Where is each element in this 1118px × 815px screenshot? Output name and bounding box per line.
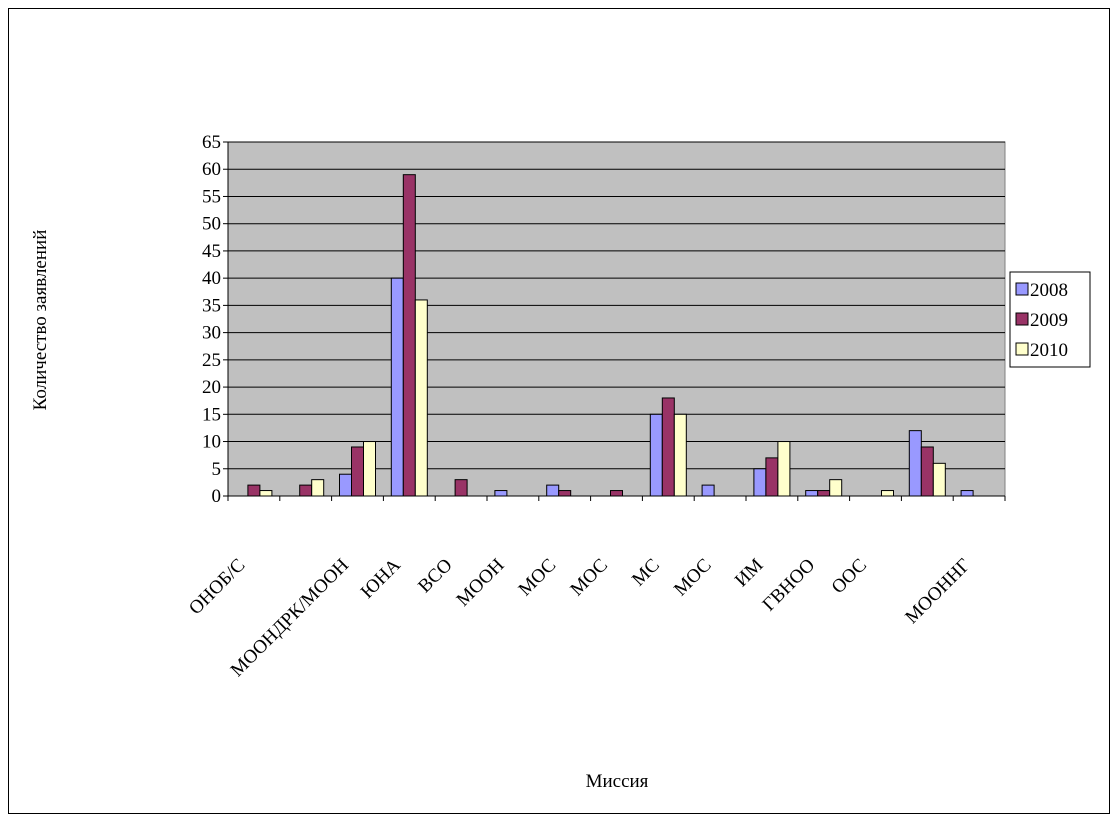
bar [649, 413, 663, 497]
y-tick-label: 50 [202, 214, 221, 235]
bar [805, 490, 819, 497]
bar [920, 446, 934, 497]
bar [753, 468, 767, 497]
y-tick-label: 15 [202, 404, 221, 425]
y-tick-label: 35 [202, 295, 221, 316]
bar [311, 479, 325, 497]
bar [247, 484, 261, 497]
bar [402, 174, 416, 497]
bar [960, 490, 974, 497]
legend-label: 2010 [1030, 340, 1068, 361]
y-tick-label: 55 [202, 186, 221, 207]
bar [932, 462, 946, 497]
legend-swatch [1015, 342, 1029, 356]
bar [351, 446, 364, 497]
bar [494, 490, 508, 497]
y-tick-label: 5 [212, 459, 222, 480]
bar [390, 277, 404, 497]
bar [661, 397, 675, 497]
y-tick-label: 45 [202, 241, 221, 262]
y-tick-label: 0 [212, 486, 222, 507]
x-axis-title: Миссия [586, 771, 649, 792]
legend-label: 2008 [1030, 280, 1068, 301]
y-tick-label: 20 [202, 377, 221, 398]
bar [701, 484, 715, 497]
y-tick-label: 40 [202, 268, 221, 289]
plot-area [227, 141, 1006, 497]
bar [610, 490, 623, 497]
y-tick-label: 60 [202, 159, 221, 180]
bar [363, 441, 376, 497]
bar [546, 484, 560, 497]
legend-swatch [1015, 282, 1029, 296]
y-tick-label: 10 [202, 432, 221, 453]
y-tick-label: 65 [202, 132, 221, 153]
bar [558, 490, 572, 497]
bar [881, 490, 894, 497]
legend-swatch [1015, 312, 1029, 326]
bar [777, 441, 791, 497]
bar [339, 473, 352, 497]
bar [765, 457, 779, 497]
bar [299, 484, 313, 497]
bar [908, 430, 922, 497]
legend-label: 2009 [1030, 310, 1068, 331]
y-axis-title: Количество заявлений [30, 230, 51, 411]
bar [454, 479, 468, 497]
bar [673, 413, 687, 497]
bar [414, 299, 428, 497]
bar [259, 490, 273, 497]
bar [817, 490, 831, 497]
bar [829, 479, 843, 497]
y-tick-label: 30 [202, 323, 221, 344]
y-tick-label: 25 [202, 350, 221, 371]
